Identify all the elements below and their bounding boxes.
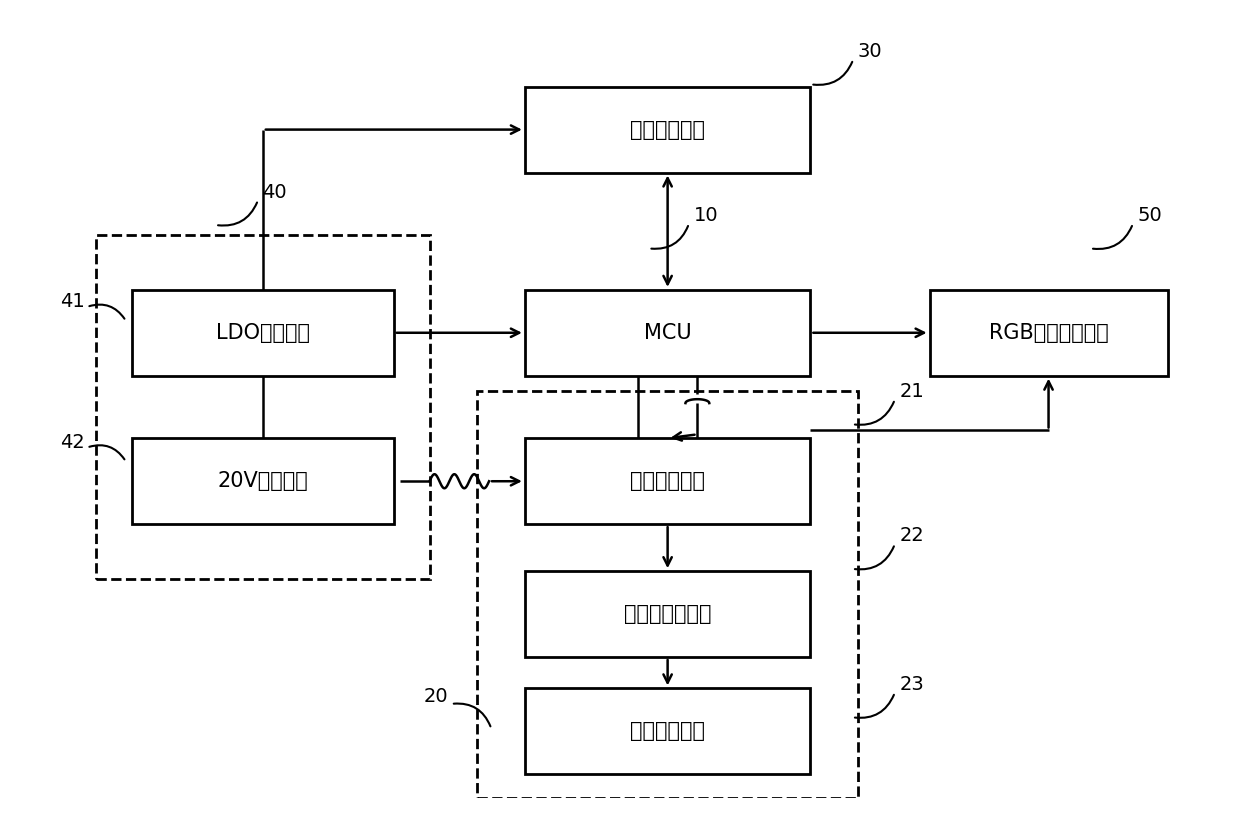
Text: 21: 21 xyxy=(899,382,924,400)
Bar xyxy=(525,689,811,774)
Text: RGB三色变换电路: RGB三色变换电路 xyxy=(988,323,1109,343)
Text: 超声波振荡电路: 超声波振荡电路 xyxy=(624,604,712,624)
Text: 振动检测电路: 振动检测电路 xyxy=(630,120,706,139)
Text: 振荡驱动电路: 振荡驱动电路 xyxy=(630,471,706,491)
Bar xyxy=(525,571,811,657)
Text: 23: 23 xyxy=(899,675,924,694)
Bar xyxy=(131,438,394,524)
Text: 20: 20 xyxy=(423,687,448,706)
Text: 40: 40 xyxy=(263,182,288,202)
Text: 42: 42 xyxy=(60,433,84,452)
Bar xyxy=(525,438,811,524)
Text: 41: 41 xyxy=(60,292,84,311)
Bar xyxy=(477,392,858,798)
Text: 22: 22 xyxy=(899,527,924,545)
Text: MCU: MCU xyxy=(644,323,692,343)
Text: 10: 10 xyxy=(693,206,718,225)
Bar xyxy=(930,290,1168,376)
Bar xyxy=(525,290,811,376)
Text: 50: 50 xyxy=(1137,206,1162,225)
Text: 缺水保护电路: 缺水保护电路 xyxy=(630,721,706,742)
Text: 20V升压单元: 20V升压单元 xyxy=(217,471,309,491)
Text: 30: 30 xyxy=(858,42,883,61)
Bar xyxy=(525,86,811,173)
Bar xyxy=(131,290,394,376)
Bar xyxy=(97,235,429,579)
Text: LDO稳压单元: LDO稳压单元 xyxy=(216,323,310,343)
